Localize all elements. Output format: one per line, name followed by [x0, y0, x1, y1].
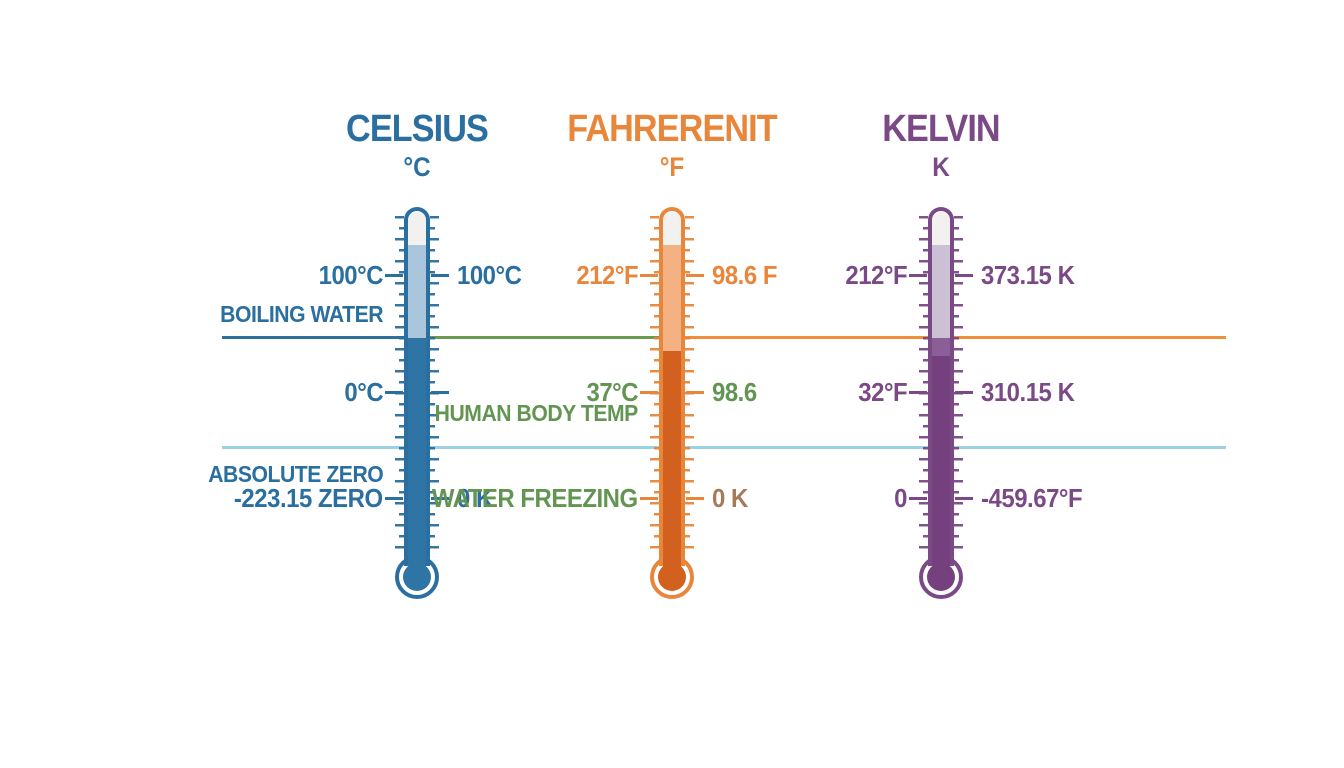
fahrenheit-body-left-tick	[640, 391, 658, 394]
freezing-line	[222, 446, 1226, 449]
kelvin-body-left-label: 32°F	[858, 377, 907, 407]
celsius-boiling-right-tick	[431, 274, 449, 277]
fahrenheit-low-left-label: WATER FREEZING	[432, 483, 638, 513]
fahrenheit-tube-fill-light	[663, 245, 681, 351]
fahrenheit-body-right-tick	[686, 391, 704, 394]
celsius-low-left-tick	[385, 497, 403, 500]
fahrenheit-boiling-right-label: 98.6 F	[712, 260, 778, 290]
fahrenheit-tube-fill-dark	[663, 351, 681, 566]
kelvin-body-right-label: 310.15 K	[981, 377, 1075, 407]
kelvin-low-right-label: -459.67°F	[981, 483, 1083, 513]
celsius-bulb-fill	[403, 563, 431, 591]
celsius-low-note: ABSOLUTE ZERO	[207, 461, 384, 487]
kelvin-low-left-label: 0	[894, 483, 907, 513]
celsius-tube-fill-light	[408, 245, 426, 338]
celsius-body-right-tick	[431, 391, 449, 394]
fahrenheit-bulb-fill	[658, 563, 686, 591]
fahrenheit-boiling-left-tick	[640, 274, 658, 277]
kelvin-tube-empty	[932, 212, 950, 245]
kelvin-tube-fill-mid	[932, 338, 950, 356]
kelvin-column: KELVIN K 212°F 373.15 K 32°F 310.15 K 0 …	[741, 0, 1141, 768]
fahrenheit-symbol: °F	[659, 152, 685, 182]
celsius-body-left-label: 0°C	[344, 377, 383, 407]
kelvin-low-right-tick	[955, 497, 973, 500]
kelvin-boiling-right-tick	[955, 274, 973, 277]
kelvin-bulb-fill	[927, 563, 955, 591]
kelvin-low-left-tick	[909, 497, 927, 500]
fahrenheit-title: FAHRERENIT	[567, 108, 777, 150]
celsius-thermometer-tube	[404, 207, 430, 566]
celsius-boiling-left-label: 100°C	[318, 260, 384, 290]
fahrenheit-body-note: HUMAN BODY TEMP	[434, 400, 639, 426]
celsius-tube-fill-dark	[408, 338, 426, 566]
celsius-boiling-right-label: 100°C	[457, 260, 522, 290]
celsius-boiling-note: BOILING WATER	[220, 301, 383, 327]
kelvin-tube-fill-light	[932, 245, 950, 338]
fahrenheit-right-ticks	[685, 216, 694, 552]
kelvin-boiling-right-label: 373.15 K	[981, 260, 1075, 290]
fahrenheit-low-right-tick	[686, 497, 704, 500]
fahrenheit-body-right-label: 98.6	[712, 377, 757, 407]
celsius-left-ticks	[395, 216, 404, 552]
celsius-column: CELSIUS °C 100°C 100°C BOILING WATER 0°C…	[208, 0, 617, 768]
boiling-line-blue-segment	[222, 336, 417, 339]
kelvin-title: KELVIN	[882, 108, 1000, 150]
kelvin-left-ticks	[919, 216, 928, 552]
celsius-low-right-tick	[431, 497, 449, 500]
kelvin-tube-fill-dark	[932, 356, 950, 566]
celsius-tube-empty	[408, 212, 426, 245]
celsius-symbol: °C	[403, 152, 431, 182]
fahrenheit-boiling-right-tick	[686, 274, 704, 277]
fahrenheit-left-ticks	[650, 216, 659, 552]
celsius-low-right-label: 0 K	[457, 483, 493, 513]
fahrenheit-low-right-label: 0 K	[712, 483, 748, 513]
boiling-line-green-segment	[417, 336, 672, 339]
kelvin-symbol: K	[932, 152, 950, 182]
kelvin-thermometer-tube	[928, 207, 954, 566]
kelvin-boiling-left-tick	[909, 274, 927, 277]
celsius-right-ticks	[430, 216, 439, 552]
fahrenheit-column: FAHRERENIT °F 212°F 98.6 F 37°C 98.6 HUM…	[432, 0, 872, 768]
celsius-body-left-tick	[385, 391, 403, 394]
fahrenheit-low-left-tick	[640, 497, 658, 500]
kelvin-boiling-left-label: 212°F	[845, 260, 907, 290]
kelvin-body-right-tick	[955, 391, 973, 394]
kelvin-right-ticks	[954, 216, 963, 552]
celsius-low-left-label: -223.15 ZERO	[234, 483, 383, 513]
fahrenheit-thermometer-tube	[659, 207, 685, 566]
fahrenheit-boiling-left-label: 212°F	[576, 260, 638, 290]
fahrenheit-tube-empty	[663, 212, 681, 245]
celsius-boiling-left-tick	[385, 274, 403, 277]
kelvin-body-left-tick	[909, 391, 927, 394]
fahrenheit-body-left-label: 37°C	[586, 377, 638, 407]
celsius-title: CELSIUS	[346, 108, 489, 150]
